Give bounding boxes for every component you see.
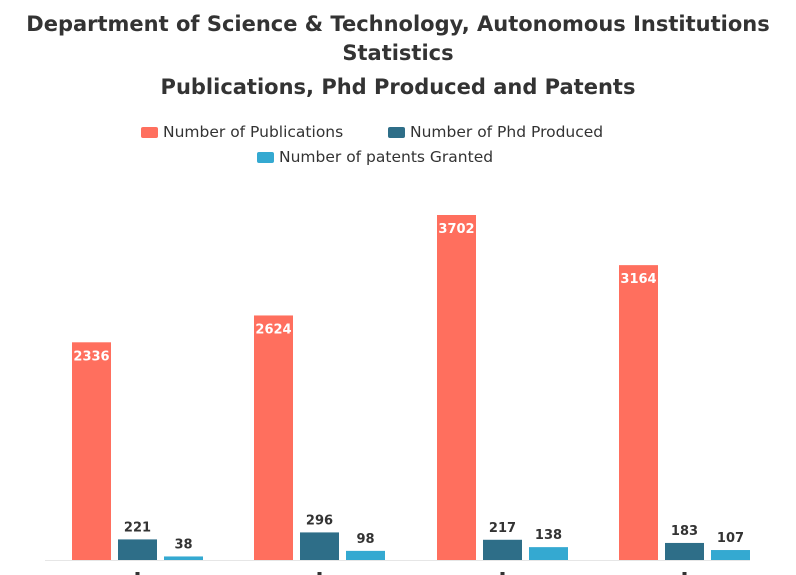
- data-label-phd-3: 217: [489, 521, 516, 536]
- data-label-patents-3: 138: [535, 528, 562, 543]
- chart-title: Department of Science & Technology, Auto…: [0, 10, 796, 68]
- x-tick-4: [682, 572, 687, 575]
- bar-publications-4[interactable]: [619, 265, 658, 560]
- bar-patents-3[interactable]: [529, 547, 568, 560]
- legend-item-publications[interactable]: Number of Publications: [141, 123, 343, 141]
- data-label-publications-3: 3702: [438, 222, 474, 237]
- legend-label-phd: Number of Phd Produced: [410, 123, 604, 141]
- bar-phd-3[interactable]: [483, 539, 522, 560]
- data-label-phd-4: 183: [671, 524, 698, 539]
- x-tick-3: [500, 572, 505, 575]
- bar-phd-4[interactable]: [665, 542, 704, 560]
- bar-patents-4[interactable]: [711, 550, 750, 560]
- data-label-patents-2: 98: [356, 532, 374, 547]
- bar-publications-1[interactable]: [72, 342, 111, 560]
- bar-phd-1[interactable]: [118, 539, 157, 560]
- data-label-patents-1: 38: [174, 537, 192, 552]
- data-label-phd-2: 296: [306, 513, 333, 528]
- bar-patents-2[interactable]: [346, 550, 385, 560]
- legend-swatch-phd: [388, 126, 405, 138]
- data-label-publications-2: 2624: [255, 322, 291, 337]
- bar-patents-1[interactable]: [164, 556, 203, 560]
- bar-phd-2[interactable]: [300, 532, 339, 560]
- legend-swatch-publications: [141, 126, 158, 138]
- legend-swatch-patents: [257, 151, 274, 163]
- chart-subtitle: Publications, Phd Produced and Patents: [160, 75, 636, 99]
- legend-label-publications: Number of Publications: [163, 123, 344, 141]
- data-label-publications-1: 2336: [73, 349, 109, 364]
- chart-title-line-2: Statistics: [342, 41, 454, 65]
- data-label-phd-1: 221: [124, 520, 151, 535]
- legend-label-patents: Number of patents Granted: [279, 148, 494, 166]
- chart-title-line-1: Department of Science & Technology, Auto…: [26, 12, 770, 36]
- data-label-patents-4: 107: [717, 531, 744, 546]
- data-label-publications-4: 3164: [620, 272, 656, 287]
- legend-item-patents[interactable]: Number of patents Granted: [257, 148, 493, 166]
- legend-item-phd[interactable]: Number of Phd Produced: [388, 123, 603, 141]
- bar-publications-2[interactable]: [254, 315, 293, 560]
- x-tick-2: [317, 572, 322, 575]
- bar-publications-3[interactable]: [437, 215, 476, 560]
- x-tick-1: [135, 572, 140, 575]
